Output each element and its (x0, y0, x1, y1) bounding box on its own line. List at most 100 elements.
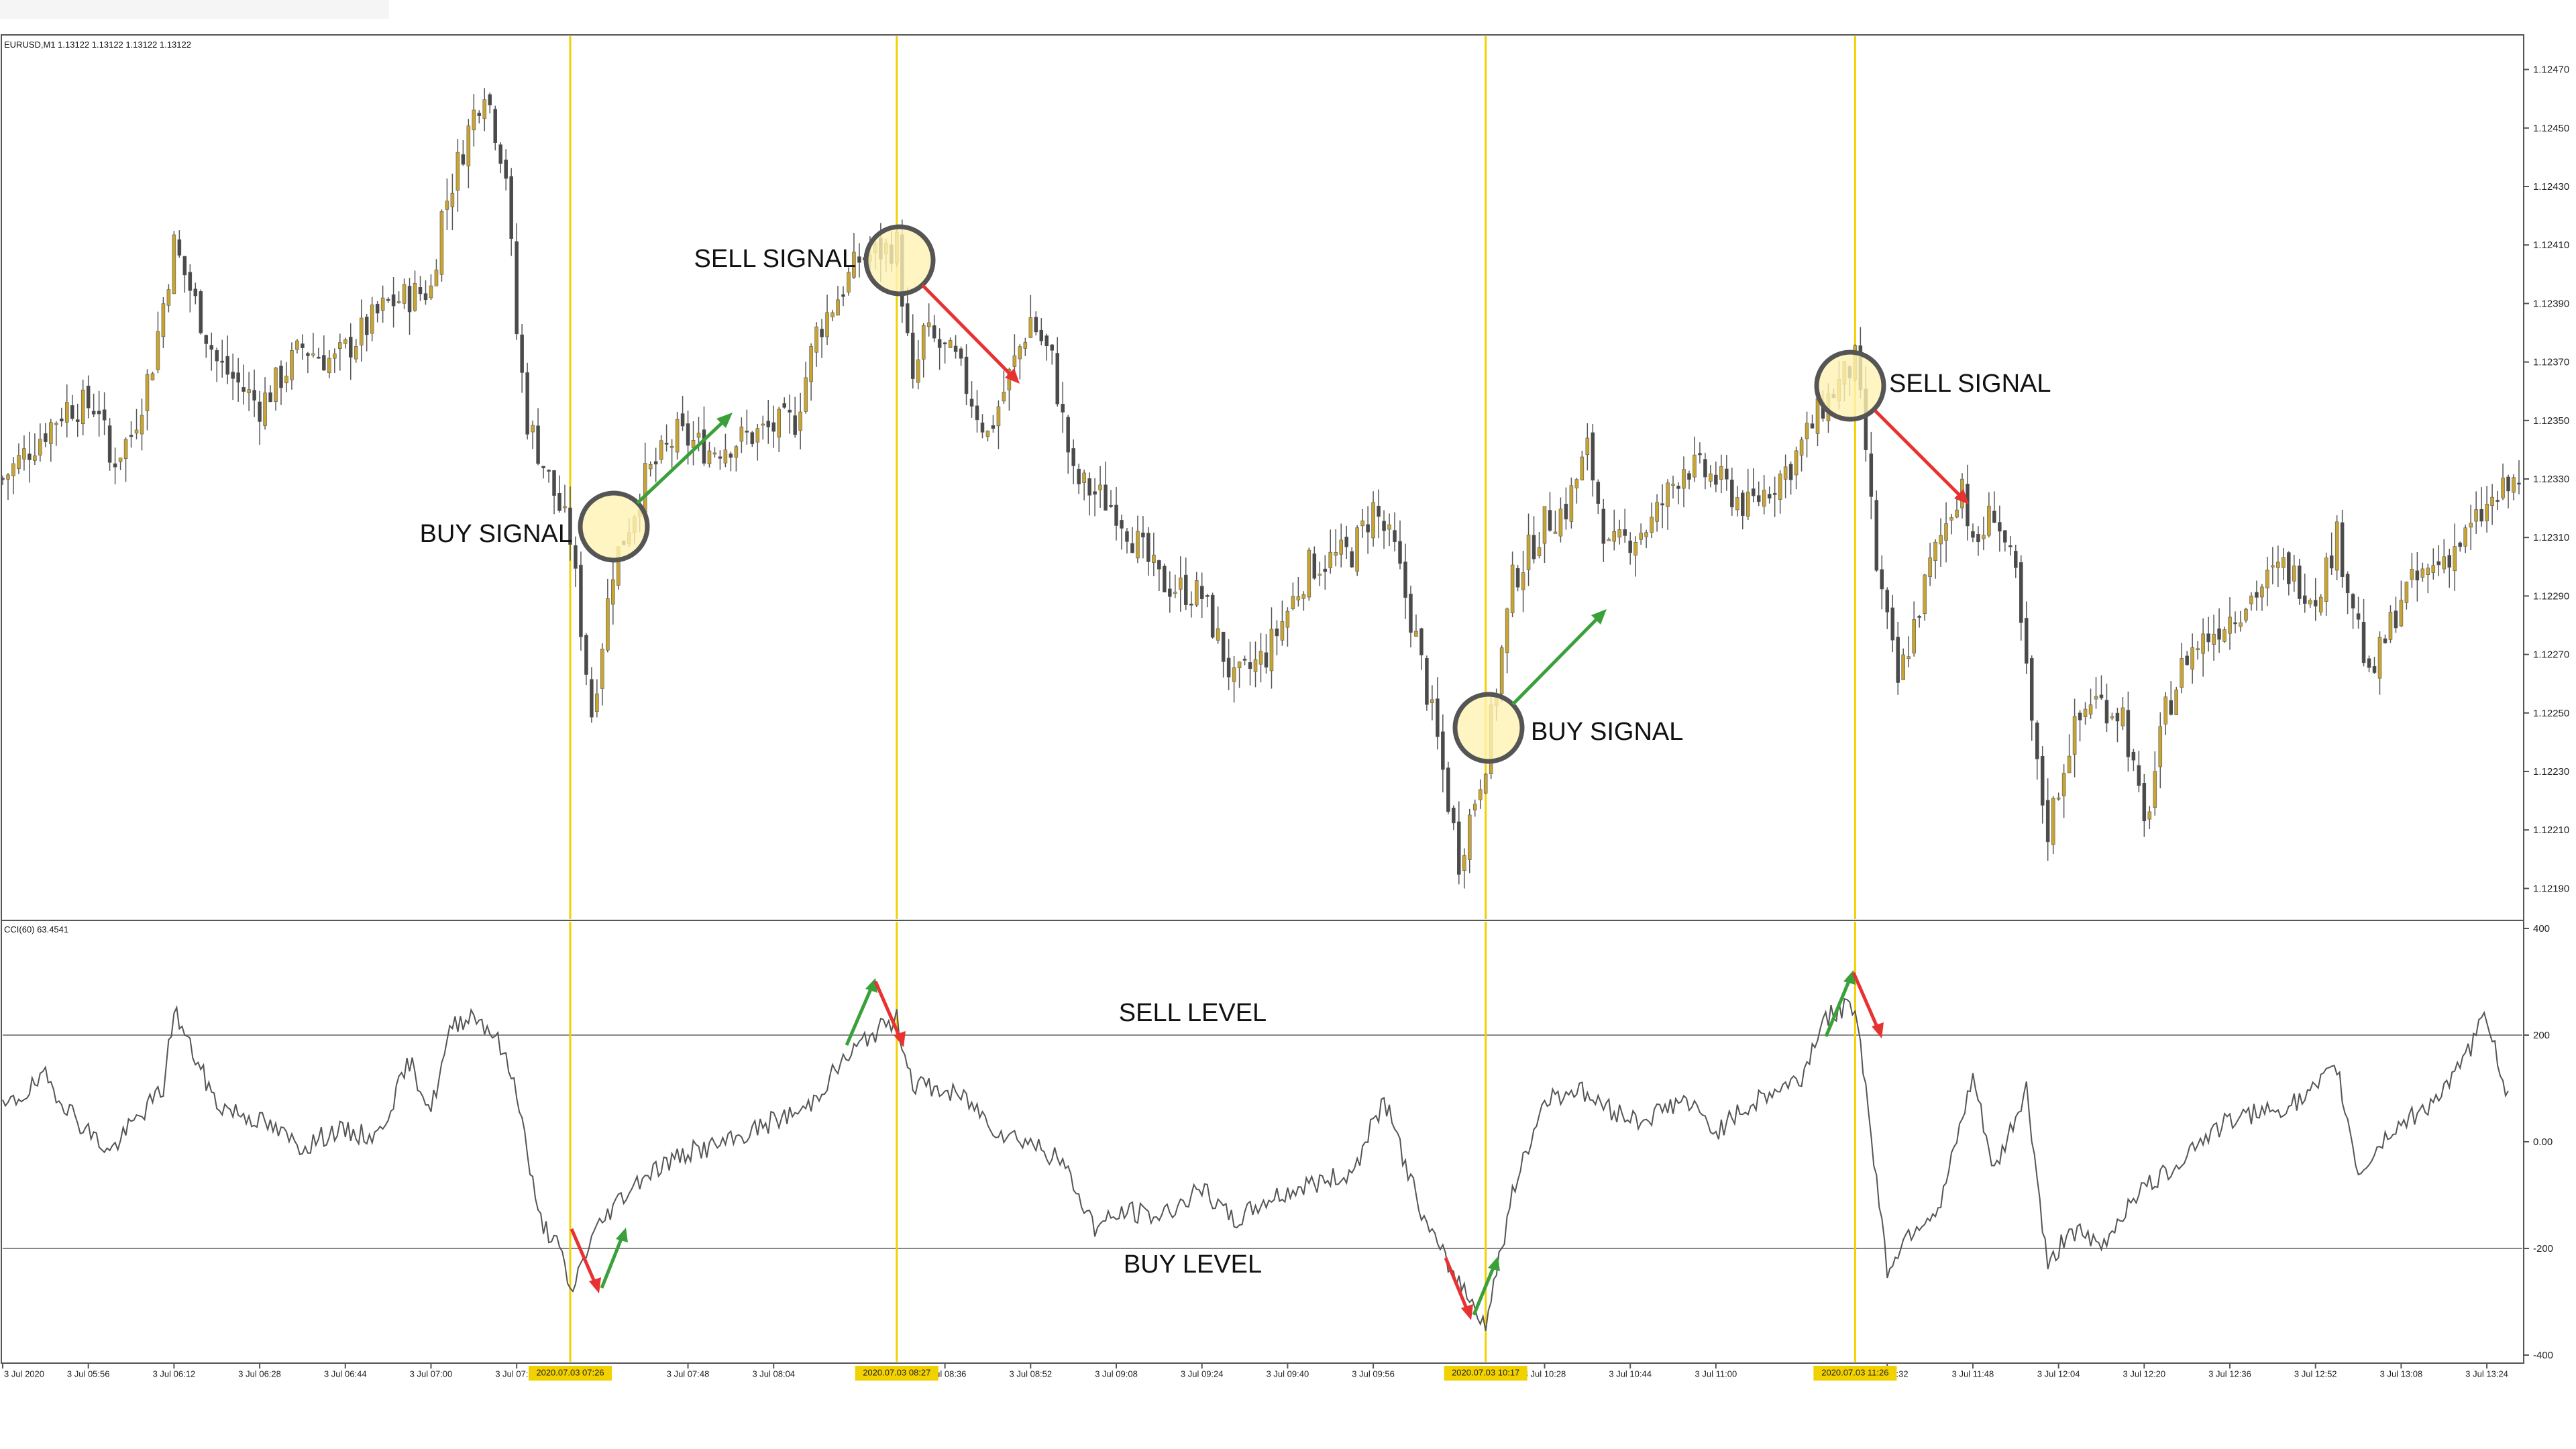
up-arrow-icon (600, 1228, 628, 1289)
candle-bull (1179, 578, 1183, 590)
candle-bear (1698, 453, 1702, 455)
candle-bull (2212, 633, 2216, 645)
candle-bull (531, 425, 535, 433)
price-panel[interactable]: EURUSD,M1 1.13122 1.13122 1.13122 1.1312… (1, 34, 2570, 921)
candle-bull (2180, 658, 2184, 688)
candle-bear (1344, 537, 1348, 547)
candle-bear (1039, 329, 1044, 341)
candle-bear (2003, 530, 2007, 543)
candle-bear (750, 432, 755, 445)
candle-bull (926, 322, 931, 327)
candle-bear (1751, 488, 1756, 496)
down-arrow-icon (921, 284, 1020, 384)
candle-bear (1104, 484, 1108, 511)
candle-bull (2485, 504, 2489, 521)
candle-bear (418, 287, 423, 294)
candle-bull (836, 299, 840, 316)
candle-bull (1939, 535, 1943, 545)
time-tick-label: 3 Jul 13:24 (2465, 1369, 2508, 1379)
cci-panel[interactable]: CCI(60) 63.4541 400 200 0.00 -200 -400 (1, 920, 2553, 1364)
candle-bull (1815, 398, 1820, 434)
candle-bull (1526, 535, 1531, 570)
time-tick-label: 3 Jul 07:48 (667, 1369, 710, 1379)
candle-bear (2458, 542, 2462, 547)
candle-bear (1628, 540, 1632, 553)
candle-bear (2287, 552, 2291, 584)
up-arrow-icon (1472, 1256, 1500, 1316)
price-tick-label: 1.12330 (2533, 474, 2569, 485)
candle-bull (2196, 648, 2200, 651)
price-tick-label: 1.12290 (2533, 590, 2569, 602)
candle-bull (2153, 771, 2157, 808)
candle-bull (809, 346, 813, 382)
candle-bear (1093, 491, 1097, 495)
candle-bear (1998, 522, 2002, 532)
candle-bear (1687, 473, 1691, 480)
candle-bull (2088, 704, 2093, 715)
candle-bull (343, 339, 347, 344)
candle-bull (2442, 556, 2447, 570)
candle-bear (991, 425, 996, 429)
candle-bull (2158, 726, 2163, 767)
candle-bull (707, 450, 712, 464)
candle-bull (2061, 773, 2066, 796)
candle-bear (2383, 638, 2387, 643)
candle-bear (953, 345, 958, 352)
candle-bear (1457, 821, 1461, 875)
candle-bull (1328, 551, 1333, 568)
price-tick-label: 1.12370 (2533, 357, 2569, 368)
candle-bull (1949, 517, 1953, 521)
candle-bear (182, 256, 187, 276)
candle-bull (33, 455, 37, 461)
candle-bear (1788, 464, 1793, 480)
candle-bull (2292, 566, 2296, 582)
candle-bear (86, 385, 91, 409)
candle-bull (2426, 568, 2430, 575)
candle-bear (771, 422, 776, 432)
time-tick-label: 3 Jul 08:52 (1010, 1369, 1053, 1379)
candle-bear (488, 94, 492, 105)
candle-bull (2239, 622, 2243, 627)
buy-signal-label-1: BUY SIGNAL (420, 520, 572, 548)
cci-tick-label: -400 (2533, 1350, 2553, 1361)
candle-bull (2474, 509, 2478, 522)
candle-bear (1, 478, 5, 480)
candle-bear (2479, 508, 2483, 522)
candle-bear (2233, 622, 2237, 625)
candle-bear (129, 435, 133, 437)
candle-bear (231, 372, 235, 379)
candle-bear (1869, 453, 1874, 497)
candle-bull (1253, 659, 1258, 672)
candle-bear (2351, 594, 2355, 608)
candle-bear (1896, 637, 1900, 683)
candle-bull (1982, 535, 1986, 539)
candle-bull (1258, 651, 1263, 665)
candle-bull (1671, 484, 1675, 486)
candle-bull (777, 409, 781, 438)
candle-bull (2072, 716, 2077, 755)
candle-bull (2228, 616, 2232, 634)
candle-bull (1553, 531, 1558, 534)
candle-bear (1725, 468, 1729, 480)
candle-bear (1515, 568, 1520, 588)
time-tick-label: 3 Jul 09:56 (1352, 1369, 1395, 1379)
candle-bull (2201, 633, 2205, 654)
candle-bull (1002, 392, 1006, 402)
candle-bull (274, 367, 278, 402)
candle-bull (1280, 621, 1285, 641)
candle-bull (2147, 811, 2152, 820)
candle-bull (734, 446, 739, 458)
candle-bull (916, 359, 920, 383)
candle-bull (1505, 608, 1509, 653)
candle-bull (380, 297, 385, 311)
candle-bull (1237, 661, 1242, 668)
candle-bear (910, 332, 915, 379)
sell-signal-circle-1 (863, 224, 936, 297)
time-tick-label: 3 Jul 10:44 (1609, 1369, 1652, 1379)
candle-bear (60, 418, 64, 422)
candle-bull (1799, 439, 1804, 456)
candle-bear (2361, 621, 2366, 663)
candle-bear (793, 415, 797, 435)
candle-bull (1028, 317, 1033, 338)
candle-bull (1462, 855, 1466, 871)
